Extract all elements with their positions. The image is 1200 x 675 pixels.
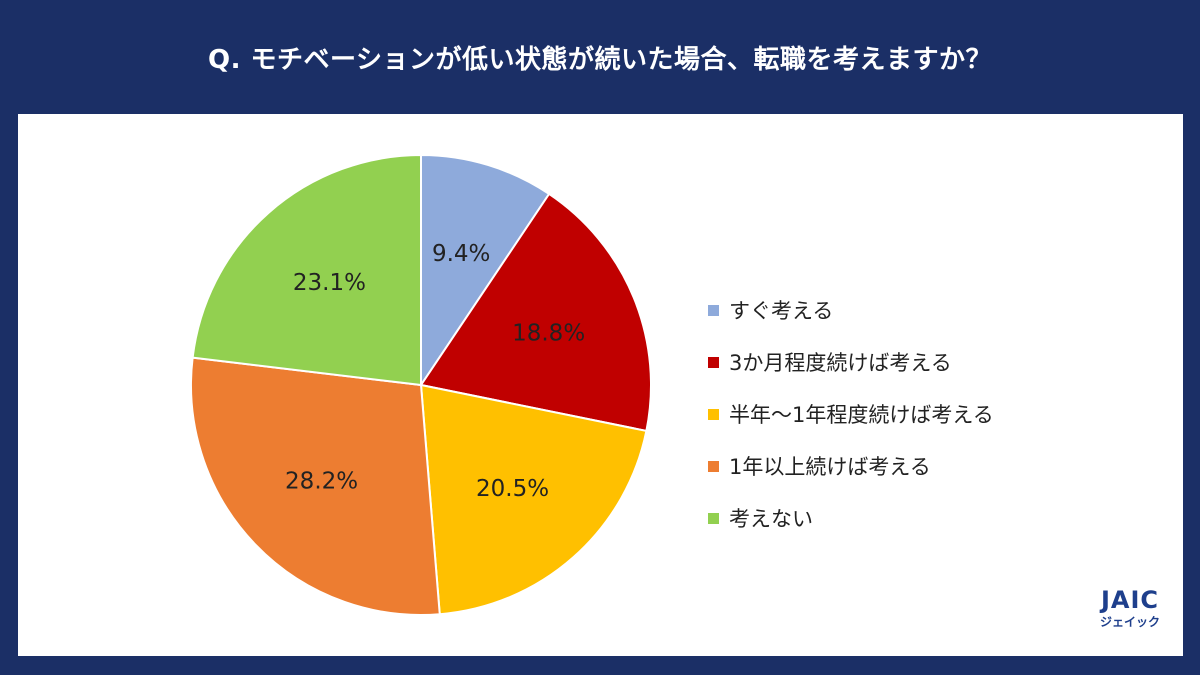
logo-subtitle: ジェイック — [1099, 615, 1160, 629]
pie-slice-5 — [191, 153, 422, 387]
legend-label: 3か月程度続けば考える — [729, 351, 952, 375]
legend-item-4: 1年以上続けば考える — [708, 440, 1108, 492]
pie-data-label-1: 9.4% — [432, 241, 490, 267]
legend-label: 考えない — [729, 507, 813, 531]
pie-chart: 9.4% 18.8% 20.5% 28.2% 23.1% — [190, 153, 652, 616]
legend-swatch — [708, 356, 719, 368]
legend-item-3: 半年〜1年程度続けば考える — [708, 388, 1108, 440]
pie-data-label-3: 20.5% — [476, 476, 549, 502]
logo-mark: JAIC — [1100, 586, 1160, 614]
jaic-logo: JAIC ジェイック — [1085, 585, 1175, 645]
pie-data-label-2: 18.8% — [512, 321, 585, 347]
legend-swatch — [708, 460, 719, 472]
legend-swatch — [708, 304, 719, 316]
page-title: Q. モチベーションが低い状態が続いた場合、転職を考えますか？ — [207, 44, 992, 75]
pie-slice-3 — [419, 383, 648, 616]
legend-label: 1年以上続けば考える — [729, 455, 931, 479]
chart-legend: すぐ考える 3か月程度続けば考える半年〜1年程度続けば考える 1年以上続けば考える考… — [708, 284, 1108, 544]
legend-item-2: 3か月程度続けば考える — [708, 336, 1108, 388]
legend-swatch — [708, 512, 719, 524]
legend-label: すぐ考える — [729, 299, 834, 323]
chart-panel: 9.4% 18.8% 20.5% 28.2% 23.1% すぐ考える 3か月程度続けば考え… — [18, 114, 1183, 656]
pie-slice-2 — [419, 192, 652, 433]
pie-slice-4 — [190, 356, 441, 616]
legend-label: 半年〜1年程度続けば考える — [729, 403, 994, 427]
pie-slice-1 — [420, 153, 551, 389]
legend-swatch — [708, 408, 719, 420]
pie-data-label-4: 28.2% — [285, 469, 358, 495]
legend-item-1: すぐ考える — [708, 284, 1108, 336]
legend-item-5: 考えない — [708, 492, 1108, 544]
pie-data-label-5: 23.1% — [293, 270, 366, 296]
